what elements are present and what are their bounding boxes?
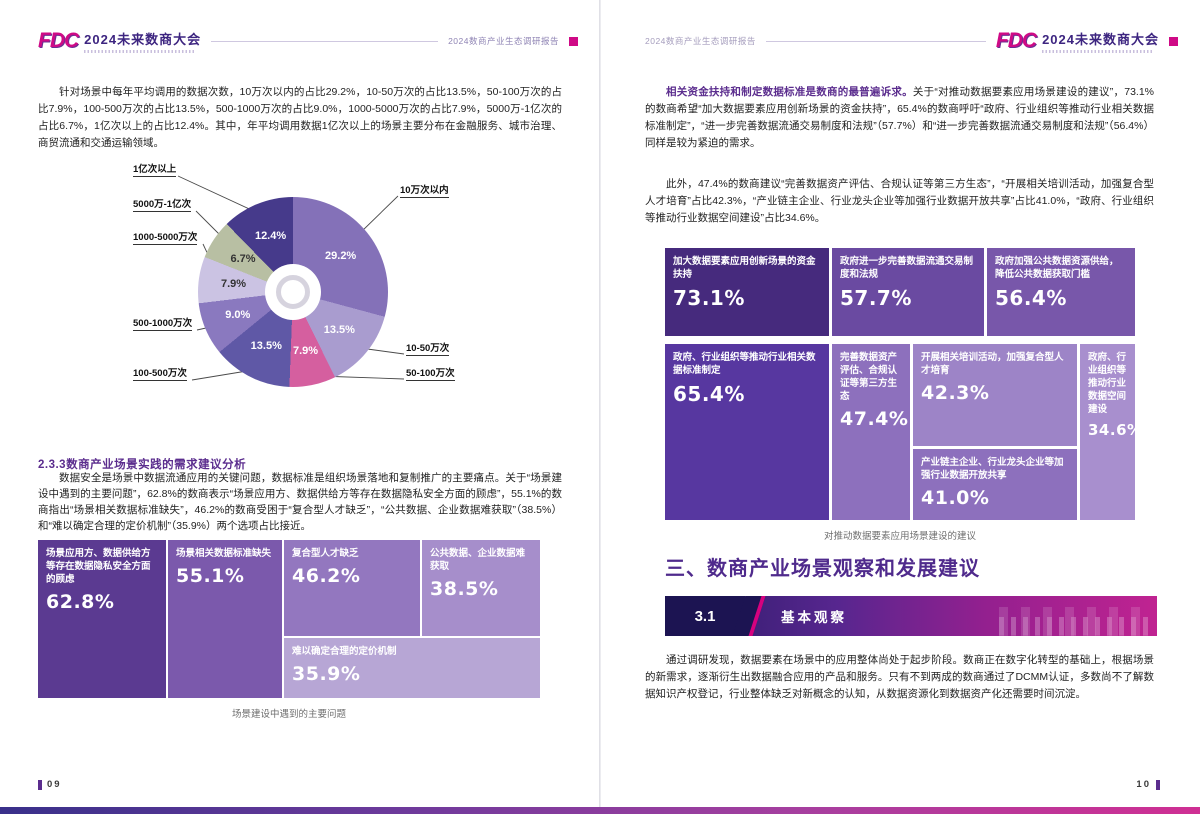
page-number-bar bbox=[38, 779, 42, 790]
brand-subtitle-line bbox=[1042, 50, 1154, 53]
page-header-left: FDC 2024未来数商大会 2024数商产业生态调研报告 bbox=[38, 26, 578, 56]
fdc-logo: FDC bbox=[38, 29, 79, 52]
pie-percent-label: 13.5% bbox=[323, 324, 355, 337]
pie-label-over-100m: 1亿次以上 bbox=[133, 164, 177, 178]
header-divider-line bbox=[211, 40, 439, 42]
treemap-box-public-data: 政府加强公共数据资源供给，降低公共数据获取门槛 56.4% bbox=[987, 248, 1135, 336]
treemap-box-privacy: 场景应用方、数据供给方等存在数据隐私安全方面的顾虑 62.8% bbox=[38, 540, 166, 698]
section-heading-3: 三、数商产业场景观察和发展建议 bbox=[665, 558, 980, 580]
pie-percent-label: 6.7% bbox=[230, 252, 256, 265]
pie-chart: 29.2% 13.5% 7.9% 13.5% 9.0% 7.9% 6.7% 12.4% bbox=[198, 197, 388, 387]
brand-block: 2024未来数商大会 bbox=[1042, 29, 1159, 53]
report-title: 2024数商产业生态调研报告 bbox=[448, 36, 559, 46]
page-number-bar bbox=[1156, 779, 1160, 790]
banner-title: 基本观察 bbox=[781, 610, 847, 625]
header-divider-line bbox=[765, 40, 986, 42]
treemap-box-standards-missing: 场景相关数据标准缺失 55.1% bbox=[168, 540, 282, 698]
pie-percent-label: 13.5% bbox=[250, 339, 282, 352]
treemap-box-trade-rules: 政府进一步完善数据流通交易制度和法规 57.7% bbox=[832, 248, 984, 336]
paragraph-other-suggestions: 此外，47.4%的数商建议“完善数据资产评估、合规认证等第三方生态”，“开展相关… bbox=[645, 178, 1154, 224]
fdc-logo: FDC bbox=[995, 29, 1037, 52]
pie-label-under-100k: 10万次以内 bbox=[400, 185, 449, 199]
section-number-badge: 3.1 bbox=[665, 596, 745, 636]
pie-percent-label: 9.0% bbox=[225, 309, 251, 322]
pie-label-1m-5m: 100-500万次 bbox=[133, 368, 187, 382]
pie-percent-label: 29.2% bbox=[325, 249, 357, 262]
footer-gradient-strip bbox=[0, 807, 1200, 814]
pie-label-10m-50m: 1000-5000万次 bbox=[133, 232, 198, 246]
treemap-box-pricing: 难以确定合理的定价机制 35.9% bbox=[284, 638, 540, 698]
city-skyline-image bbox=[999, 602, 1149, 636]
page-number-left: 09 bbox=[38, 779, 62, 790]
header-accent-square bbox=[1169, 36, 1178, 46]
paragraph-lead: 相关资金扶持和制定数据标准是数商的最普遍诉求。 bbox=[666, 86, 913, 98]
section-heading-233: 2.3.3数商产业场景实践的需求建议分析 bbox=[38, 459, 247, 471]
pie-label-100k-500k: 10-50万次 bbox=[406, 343, 450, 357]
brand-title: 2024未来数商大会 bbox=[84, 32, 202, 47]
page-right: 2024数商产业生态调研报告 FDC 2024未来数商大会 相关资金扶持和制定数… bbox=[600, 0, 1200, 814]
paragraph-funding-demand: 相关资金扶持和制定数据标准是数商的最普遍诉求。关于“对推动数据要素应用场景建设的… bbox=[645, 86, 1155, 149]
section-banner-31: 3.1 基本观察 bbox=[665, 596, 1157, 636]
treemap-box-funding: 加大数据要素应用创新场景的资金扶持 73.1% bbox=[665, 248, 829, 336]
treemap-box-data-sharing: 产业链主企业、行业龙头企业等加强行业数据开放共享 41.0% bbox=[913, 449, 1077, 520]
treemap-suggestions: 加大数据要素应用创新场景的资金扶持 73.1% 政府进一步完善数据流通交易制度和… bbox=[665, 248, 1135, 520]
pie-label-50m-100m: 5000万-1亿次 bbox=[133, 199, 192, 213]
treemap-box-talent: 复合型人才缺乏 46.2% bbox=[284, 540, 420, 636]
paragraph-call-frequency: 针对场景中每年平均调用的数据次数，10万次以内的占比29.2%，10-50万次的… bbox=[38, 86, 562, 149]
paragraph-main-problems: 数据安全是场景中数据流通应用的关键问题，数据标准是组织场景落地和复制推广的主要痛… bbox=[38, 472, 562, 532]
pie-label-500k-1m: 50-100万次 bbox=[406, 368, 455, 382]
paragraph-basic-observation: 通过调研发现，数据要素在场景中的应用整体尚处于起步阶段。数商正在数字化转型的基础… bbox=[645, 654, 1154, 700]
treemap-main-problems: 场景应用方、数据供给方等存在数据隐私安全方面的顾虑 62.8% 场景相关数据标准… bbox=[38, 540, 540, 698]
brand-subtitle-line bbox=[84, 50, 196, 53]
brand-block: 2024未来数商大会 bbox=[84, 29, 201, 53]
pie-percent-label: 12.4% bbox=[254, 230, 287, 243]
treemap-box-data-access: 公共数据、企业数据难获取 38.5% bbox=[422, 540, 540, 636]
pie-percent-label: 7.9% bbox=[292, 344, 319, 357]
report-title: 2024数商产业生态调研报告 bbox=[645, 36, 756, 46]
treemap-caption-right: 对推动数据要素应用场景建设的建议 bbox=[823, 531, 976, 542]
treemap-box-third-party: 完善数据资产评估、合规认证等第三方生态 47.4% bbox=[832, 344, 910, 520]
treemap-box-standards: 政府、行业组织等推动行业相关数据标准制定 65.4% bbox=[665, 344, 829, 520]
treemap-box-data-space: 政府、行业组织等推动行业数据空间建设 34.6% bbox=[1080, 344, 1135, 520]
pie-center-ring bbox=[276, 275, 310, 309]
pie-chart-block: 29.2% 13.5% 7.9% 13.5% 9.0% 7.9% 6.7% 12.4% 1亿次… bbox=[38, 164, 562, 450]
page-header-right: 2024数商产业生态调研报告 FDC 2024未来数商大会 bbox=[645, 26, 1178, 56]
pie-label-5m-10m: 500-1000万次 bbox=[133, 318, 193, 332]
page-number-right: 10 bbox=[1136, 779, 1160, 790]
treemap-caption-left: 场景建设中遇到的主要问题 bbox=[231, 709, 346, 720]
header-accent-square bbox=[569, 36, 578, 46]
brand-title: 2024未来数商大会 bbox=[1042, 32, 1159, 47]
page-seam bbox=[599, 0, 601, 814]
page-left: FDC 2024未来数商大会 2024数商产业生态调研报告 针对场景中每年平均调… bbox=[38, 26, 578, 790]
pie-percent-label: 7.9% bbox=[220, 278, 247, 291]
treemap-box-training: 开展相关培训活动，加强复合型人才培育 42.3% bbox=[913, 344, 1077, 446]
